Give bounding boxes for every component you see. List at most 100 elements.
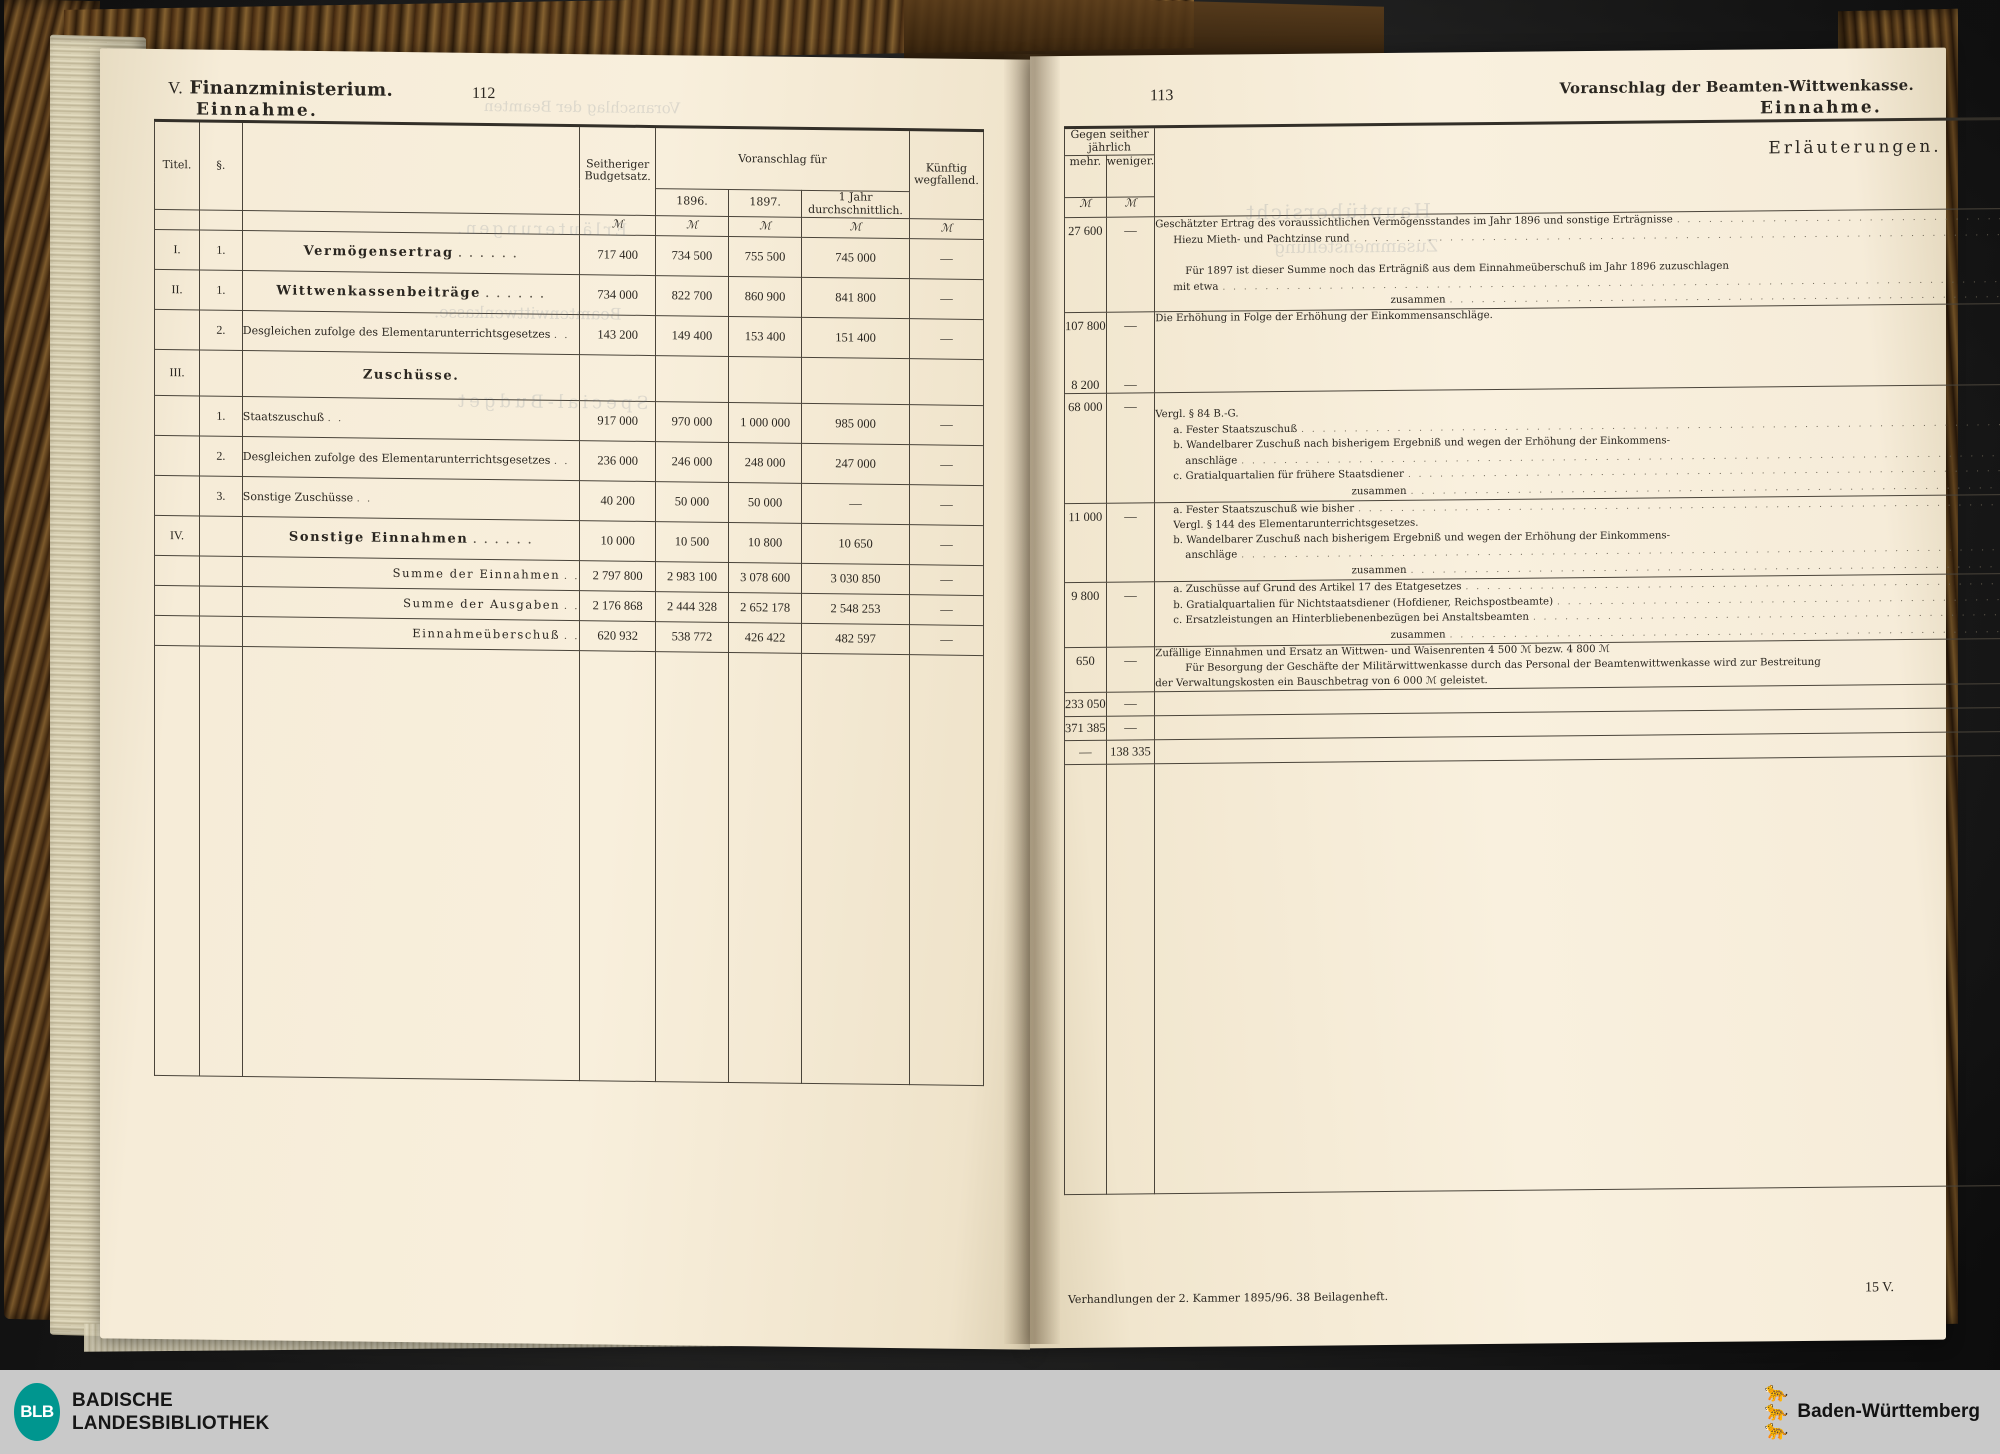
cell-total-mehr: 233 050 (1064, 692, 1107, 717)
filler-cell (242, 646, 580, 1081)
cell-kuenftig: — (909, 484, 984, 526)
cell-seitheriger: 717 400 (579, 234, 656, 276)
cell-summary-average: 3 030 850 (801, 563, 910, 595)
cell-titel (154, 475, 200, 516)
col-header-mehr: mehr. (1064, 155, 1107, 198)
right-page-title: Voranschlag der Beamten-Wittwenkasse. (1559, 75, 1914, 98)
cell-seitheriger: 734 000 (579, 274, 656, 316)
filler-cell (909, 654, 984, 1086)
cell-paragraph: 1. (199, 269, 243, 311)
cell-paragraph (199, 585, 243, 617)
budget-table-head: Titel. §. Seitheriger Budgetsatz. Vorans… (154, 120, 984, 240)
filler-cell (1106, 764, 1155, 1195)
cell-paragraph (199, 615, 243, 647)
cell-summary-1896: 2 983 100 (655, 561, 729, 593)
cell-explanation: a. Fester Staatszuschuß wie bisher. . . … (1154, 489, 2000, 582)
cell-summary-label: Summe der Ausgaben . . (242, 586, 580, 621)
left-page: Voranschlag der Beamten Erläuterungen. B… (154, 67, 984, 1317)
currency-symbol-mehr: ℳ (1064, 197, 1107, 218)
cell-titel (154, 615, 200, 646)
cell-titel: I. (154, 229, 200, 270)
explanations-table: Gegen seither jährlich Erläuterungen. me… (1064, 112, 2000, 1196)
cell-seitheriger: 143 200 (579, 314, 656, 356)
cell-1896: 10 500 (655, 521, 729, 563)
cell-1896: 822 700 (655, 275, 729, 317)
department-name: Finanzministerium. (189, 77, 394, 101)
cell-kuenftig: — (909, 524, 984, 566)
cell-seitheriger: 10 000 (579, 520, 656, 562)
cell-titel (154, 309, 200, 350)
explanations-table-head: Gegen seither jährlich Erläuterungen. me… (1064, 113, 2000, 218)
currency-spacer-1 (154, 209, 200, 230)
cell-titel (154, 435, 200, 476)
cell-1897: 10 800 (728, 522, 802, 564)
cell-1896: 149 400 (655, 315, 729, 357)
cell-mehr: 68 000 (1064, 393, 1107, 504)
cell-mehr: 650 (1064, 647, 1107, 693)
left-page-header: V. Finanzministerium. Einnahme. 112 (154, 67, 984, 129)
cell-summary-kuenftig: — (909, 594, 984, 626)
cell-summary-label: Summe der Einnahmen . . (242, 556, 580, 591)
filler-cell (728, 652, 802, 1084)
footer-signature: 15 V. (1864, 1280, 1894, 1296)
cell-designation: Staatszuschuß . . (242, 396, 580, 441)
cell-paragraph: 2. (199, 435, 243, 477)
cell-designation: Vermögensertrag . . . . . . (242, 230, 580, 275)
library-name-line1: BADISCHE (72, 1389, 173, 1411)
col-header-gegen-seither: Gegen seither jährlich (1064, 126, 1155, 156)
cell-mehr: 107 800 8 200 (1064, 312, 1107, 394)
cell-paragraph: 2. (199, 309, 243, 351)
cell-titel: IV. (154, 515, 200, 556)
cell-paragraph (199, 555, 243, 587)
filler-cell (154, 645, 200, 1076)
cell-seitheriger: 236 000 (579, 440, 656, 482)
col-header-paragraph: §. (199, 120, 243, 211)
col-header-1897: 1897. (728, 189, 802, 218)
cell-mehr: 27 600 (1064, 217, 1107, 313)
cell-summary-average: 2 548 253 (801, 593, 910, 625)
cell-kuenftig (909, 358, 984, 406)
cell-designation: Sonstige Einnahmen . . . . . . (242, 516, 580, 561)
explanation-row: 107 800 8 200— — Die Erhöhung in Folge der … (1064, 298, 2000, 394)
cell-1896 (655, 355, 729, 403)
cell-1897: 755 500 (728, 236, 802, 278)
state-label: Baden-Württemberg (1797, 1400, 1980, 1422)
cell-explanation: Geschätzter Ertrag des voraussichtlichen… (1154, 203, 2000, 312)
cell-kuenftig: — (909, 238, 984, 280)
lion-icon-3: 🐆 (1764, 1420, 1789, 1442)
cell-weniger: — (1106, 581, 1155, 648)
cell-summary-1897: 2 652 178 (728, 592, 802, 624)
cell-summary-1897: 3 078 600 (728, 562, 802, 594)
cell-titel (154, 395, 200, 436)
currency-symbol-seither: ℳ (579, 214, 656, 236)
cell-average (801, 357, 910, 405)
cell-1896: 734 500 (655, 235, 729, 277)
currency-symbol-average: ℳ (801, 217, 910, 239)
cell-average: 10 650 (801, 523, 910, 565)
cell-kuenftig: — (909, 444, 984, 486)
open-book: Voranschlag der Beamten Erläuterungen. B… (4, 0, 2000, 1380)
cell-summary-kuenftig: — (909, 624, 984, 656)
col-header-erlaeuterungen: Erläuterungen. (1154, 113, 2000, 217)
department-heading: V. Finanzministerium. (168, 77, 394, 101)
state-emblem-group: 🐆 🐆 🐆 Baden-Württemberg (1764, 1383, 1980, 1442)
cell-paragraph: 3. (199, 475, 243, 517)
cell-kuenftig: — (909, 404, 984, 446)
cell-designation: Sonstige Zuschüsse . . (242, 476, 580, 521)
cell-1896: 50 000 (655, 481, 729, 523)
department-roman: V. (168, 78, 183, 98)
budget-table-body: I. 1. Vermögensertrag . . . . . . 717 400 73… (154, 229, 984, 1086)
cell-summary-label: Einnahmeüberschuß . . (242, 616, 580, 651)
cell-titel (154, 585, 200, 616)
blb-logo-text: BLB (20, 1402, 54, 1421)
cell-explanation: a. Zuschüsse auf Grund des Artikel 17 de… (1154, 568, 2000, 647)
cell-summary-1896: 538 772 (655, 621, 729, 653)
lion-icon-2: 🐆 (1764, 1400, 1789, 1422)
cell-total-mehr: 371 385 (1064, 716, 1107, 741)
filler-cell (655, 651, 729, 1083)
cell-titel: II. (154, 269, 200, 310)
explanation-row: 11 000— a. Fester Staatszuschuß wie bishe… (1064, 489, 2000, 583)
right-page-header: 113 Voranschlag der Beamten-Wittwenkasse… (1064, 66, 1922, 126)
cell-titel (154, 555, 200, 586)
right-page: Hauptübersicht Zusammenstellung 113 Vora… (1064, 66, 2000, 1324)
